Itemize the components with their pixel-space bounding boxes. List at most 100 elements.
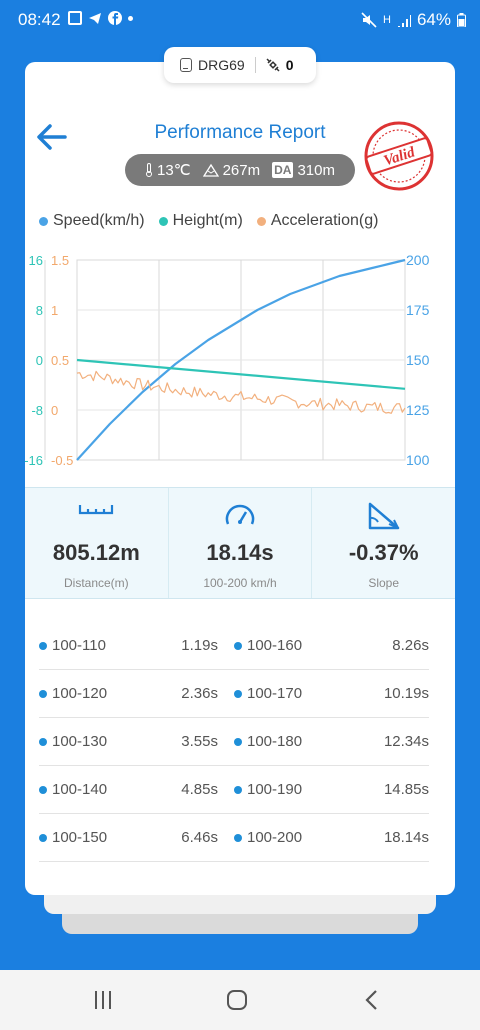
split-time: 14.85s xyxy=(383,781,429,798)
height-tick-label: -16 xyxy=(25,453,43,468)
split-item: 100-200 18.14s xyxy=(234,829,429,846)
legend-dot xyxy=(39,216,48,226)
notification-icons xyxy=(68,11,133,25)
height-tick-label: 8 xyxy=(36,303,43,318)
legend-label: Height(m) xyxy=(172,212,243,229)
split-item: 100-170 10.19s xyxy=(234,685,429,702)
series-line-speed xyxy=(76,258,406,461)
stat-distance: 805.12m Distance(m) xyxy=(25,488,168,598)
split-time: 12.34s xyxy=(383,733,429,750)
legend-label: Acceleration(g) xyxy=(270,212,379,229)
split-time: 3.55s xyxy=(181,733,218,750)
split-time: 6.46s xyxy=(181,829,218,846)
bullet-icon xyxy=(234,641,242,650)
split-range: 100-150 xyxy=(52,829,108,846)
speed-tick-label: 125 xyxy=(406,402,430,418)
legend-dot xyxy=(158,216,168,226)
split-item: 100-180 12.34s xyxy=(234,733,429,750)
split-time: 1.19s xyxy=(181,637,218,654)
accel-tick-label: 0.5 xyxy=(51,353,69,368)
back-arrow-icon[interactable] xyxy=(35,122,69,152)
series-line-accel xyxy=(76,370,406,414)
gallery-icon xyxy=(68,11,82,25)
chart-legend: Speed(km/h) Height(m) Acceleration(g) xyxy=(39,212,378,230)
height-tick-label: -8 xyxy=(31,403,43,418)
split-item: 100-160 8.26s xyxy=(234,637,429,654)
status-time: 08:42 xyxy=(18,10,61,29)
report-card: Performance Report 13℃ 267m DA 310m Vali… xyxy=(25,62,455,895)
time-label: 100-200 km/h xyxy=(203,576,277,590)
divider xyxy=(254,57,256,73)
battery-percent: 64% xyxy=(416,10,451,29)
accel-tick-label: 0 xyxy=(51,403,58,418)
legend-speed: Speed(km/h) xyxy=(39,212,145,230)
altitude: 267m xyxy=(202,161,261,179)
signal-icon xyxy=(397,15,411,27)
speed-tick-label: 200 xyxy=(406,252,430,268)
split-range: 100-120 xyxy=(52,685,108,702)
split-item: 100-150 6.46s xyxy=(39,829,234,846)
home-icon[interactable] xyxy=(226,988,250,1012)
mountain-icon xyxy=(202,163,219,177)
altitude-value: 267m xyxy=(222,161,261,179)
table-row: 100-120 2.36s 100-170 10.19s xyxy=(39,670,429,718)
split-item: 100-110 1.19s xyxy=(39,637,234,654)
table-row: 100-110 1.19s 100-160 8.26s xyxy=(39,622,429,670)
device-icon xyxy=(180,58,192,72)
thermometer-icon xyxy=(146,163,153,177)
split-range: 100-170 xyxy=(247,685,303,702)
speedometer-icon xyxy=(225,504,255,525)
split-item: 100-120 2.36s xyxy=(39,685,234,702)
density-altitude-value: 310m xyxy=(297,161,335,179)
conditions-badge: 13℃ 267m DA 310m xyxy=(125,154,355,186)
accel-tick-label: -0.5 xyxy=(51,453,73,468)
slope-value: -0.37% xyxy=(348,540,419,565)
da-label: DA xyxy=(272,162,294,178)
split-range: 100-200 xyxy=(247,829,303,846)
temperature-value: 13℃ xyxy=(157,162,191,179)
split-item: 100-130 3.55s xyxy=(39,733,234,750)
legend-height: Height(m) xyxy=(158,212,243,230)
split-time: 18.14s xyxy=(383,829,429,846)
split-item: 100-140 4.85s xyxy=(39,781,234,798)
satellite-icon xyxy=(266,58,280,72)
bullet-icon xyxy=(39,689,47,698)
bullet-icon xyxy=(39,641,47,650)
device-selector[interactable]: DRG69 0 xyxy=(164,47,316,83)
split-range: 100-110 xyxy=(52,637,106,654)
height-tick-label: 16 xyxy=(29,253,43,268)
recent-apps-icon[interactable] xyxy=(92,988,114,1012)
split-time: 10.19s xyxy=(383,685,429,702)
stat-slope: -0.37% Slope xyxy=(311,488,455,598)
split-range: 100-160 xyxy=(247,637,303,654)
series-line-height xyxy=(76,358,406,390)
split-time: 2.36s xyxy=(181,685,218,702)
table-row: 100-150 6.46s 100-200 18.14s xyxy=(39,814,429,862)
satellite-count: 0 xyxy=(285,57,294,73)
split-range: 100-180 xyxy=(247,733,303,750)
slope-icon xyxy=(368,502,399,530)
time-value: 18.14s xyxy=(206,540,274,565)
bullet-icon xyxy=(39,737,47,746)
valid-stamp-icon: Valid xyxy=(364,121,434,191)
distance-label: Distance(m) xyxy=(63,576,129,590)
facebook-icon xyxy=(108,11,122,25)
split-times-table: 100-110 1.19s 100-160 8.26s 100-120 2.36s 1… xyxy=(39,622,429,862)
mute-icon xyxy=(361,12,377,28)
battery-icon xyxy=(457,13,466,27)
legend-label: Speed(km/h) xyxy=(53,212,145,229)
table-row: 100-140 4.85s 100-190 14.85s xyxy=(39,766,429,814)
speed-tick-label: 150 xyxy=(406,352,430,368)
bullet-icon xyxy=(234,689,242,698)
density-altitude: DA 310m xyxy=(272,162,335,179)
back-nav-icon[interactable] xyxy=(362,988,382,1012)
distance-value: 805.12m xyxy=(52,540,140,565)
bullet-icon xyxy=(39,785,47,794)
temperature: 13℃ xyxy=(145,161,191,179)
accel-tick-label: 1 xyxy=(51,303,58,318)
speed-tick-label: 175 xyxy=(406,302,430,318)
performance-chart: 16 1.5 200 8 1 175 0 0.5 150 -8 0 125 -16 -0.5 100 xyxy=(25,252,430,468)
accel-tick-label: 1.5 xyxy=(51,253,69,268)
device-name: DRG69 xyxy=(198,57,245,73)
bullet-icon xyxy=(234,785,242,794)
